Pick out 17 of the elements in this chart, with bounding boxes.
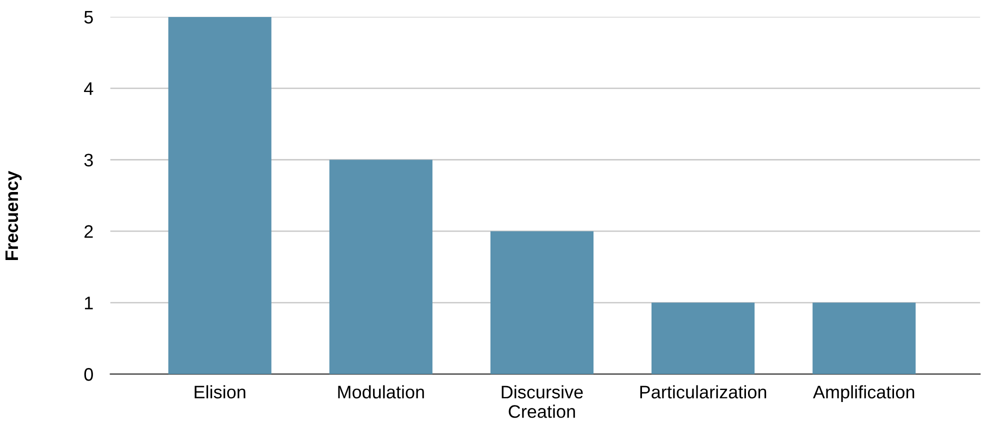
x-tick-label: Discursive Creation: [502, 385, 583, 418]
bar: [329, 160, 432, 374]
bar: [812, 302, 916, 374]
y-tick-label: 4: [84, 82, 94, 95]
y-tick-label: 1: [84, 296, 93, 310]
y-tick-label: 3: [84, 154, 93, 166]
bar: [652, 302, 755, 374]
x-tick-label: Particularization: [640, 385, 766, 398]
y-tick-label: 5: [84, 10, 93, 24]
x-tick-label: Elision: [194, 385, 246, 398]
x-tick-label: Modulation: [338, 385, 424, 398]
bar: [168, 16, 272, 374]
y-axis-title: Frecuency: [6, 170, 22, 260]
y-tick-label: 0: [84, 368, 93, 381]
y-tick-label: 2: [84, 225, 93, 238]
x-tick-label: Amplification: [812, 385, 914, 402]
bar: [490, 231, 594, 374]
